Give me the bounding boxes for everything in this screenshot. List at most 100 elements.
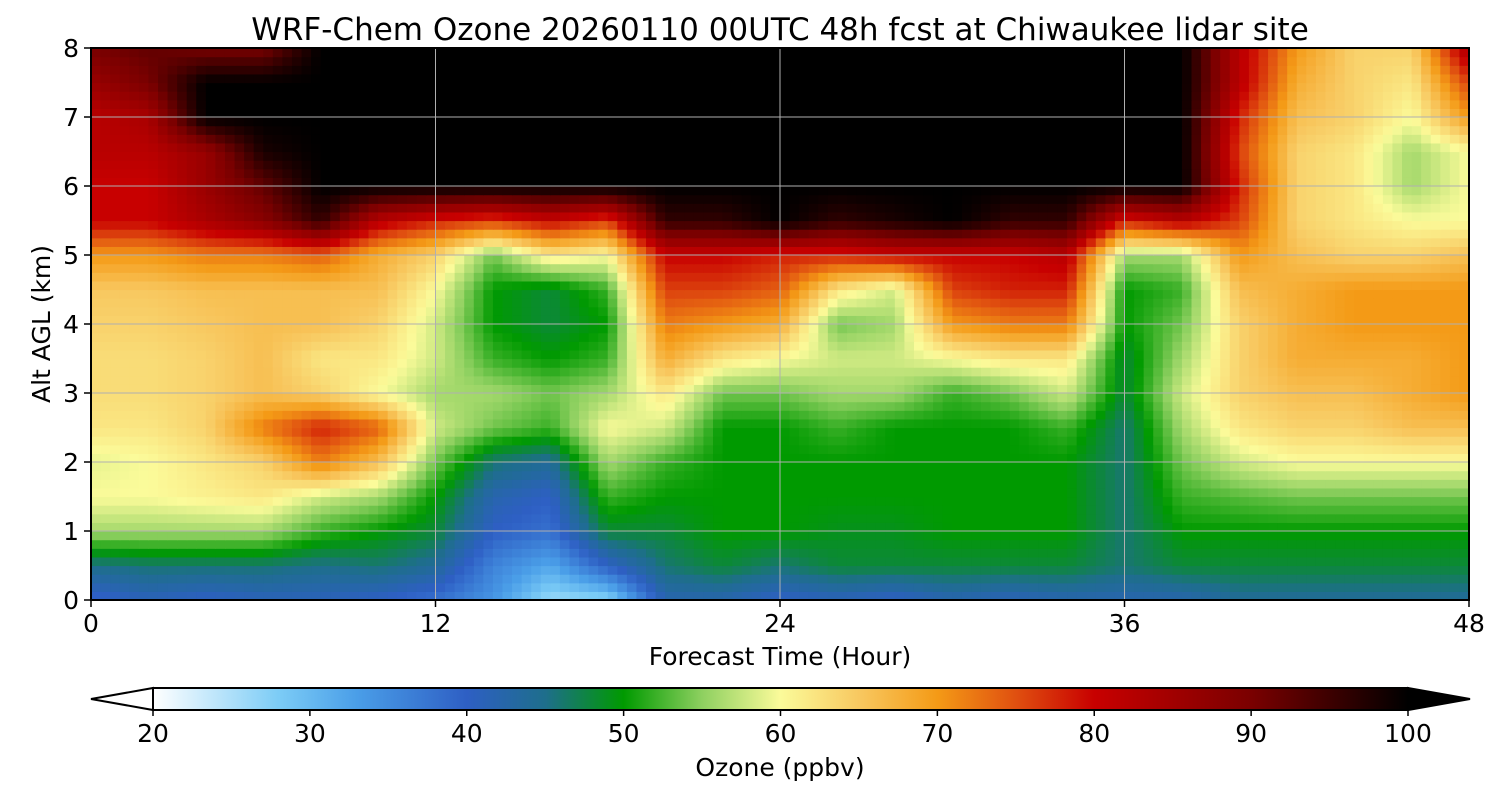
heatmap-cell	[569, 591, 580, 600]
heatmap-cell	[808, 401, 819, 411]
heatmap-cell	[1067, 574, 1078, 584]
heatmap-cell	[1382, 410, 1394, 420]
heatmap-cell	[1325, 375, 1336, 385]
heatmap-cell	[770, 436, 781, 446]
heatmap-cell	[253, 531, 264, 541]
heatmap-cell	[1354, 306, 1365, 316]
heatmap-cell	[1124, 306, 1135, 316]
heatmap-cell	[234, 462, 245, 472]
heatmap-cell	[1153, 315, 1164, 325]
heatmap-cell	[1220, 531, 1231, 541]
heatmap-cell	[1392, 384, 1403, 394]
heatmap-cell	[464, 315, 475, 325]
heatmap-cell	[1124, 531, 1135, 541]
heatmap-cell	[1315, 401, 1327, 411]
heatmap-cell	[330, 401, 341, 411]
heatmap-cell	[732, 298, 743, 308]
heatmap-cell	[693, 479, 705, 489]
heatmap-cell	[923, 436, 934, 446]
heatmap-cell	[1373, 487, 1384, 498]
heatmap-cell	[559, 418, 571, 429]
heatmap-cell	[684, 565, 695, 575]
heatmap-cell	[980, 349, 992, 360]
heatmap-cell	[1402, 513, 1413, 523]
heatmap-cell	[1181, 306, 1193, 316]
heatmap-cell	[1392, 349, 1403, 360]
heatmap-cell	[569, 315, 580, 325]
heatmap-cell	[1354, 418, 1365, 429]
heatmap-cell	[339, 479, 350, 489]
heatmap-cell	[827, 487, 839, 498]
heatmap-cell	[368, 479, 379, 489]
heatmap-cell	[760, 367, 772, 377]
heatmap-cell	[330, 410, 341, 420]
heatmap-cell	[1277, 332, 1288, 342]
heatmap-cell	[1095, 332, 1106, 342]
heatmap-cell	[980, 358, 992, 368]
heatmap-cell	[540, 496, 551, 506]
heatmap-cell	[875, 574, 886, 584]
heatmap-cell	[607, 539, 618, 549]
heatmap-cell	[1421, 341, 1432, 351]
heatmap-cell	[291, 582, 303, 592]
heatmap-cell	[827, 453, 839, 463]
heatmap-cell	[1411, 410, 1422, 420]
heatmap-cell	[138, 565, 150, 575]
heatmap-cell	[100, 513, 111, 523]
heatmap-cell	[1076, 444, 1087, 454]
heatmap-cell	[961, 418, 972, 429]
heatmap-cell	[339, 496, 350, 506]
heatmap-cell	[167, 418, 178, 429]
heatmap-cell	[1038, 548, 1049, 558]
heatmap-cell	[1411, 393, 1422, 403]
heatmap-cell	[387, 487, 398, 498]
heatmap-cell	[923, 574, 934, 584]
heatmap-cell	[1201, 358, 1212, 368]
heatmap-cell	[1172, 393, 1183, 403]
heatmap-cell	[780, 582, 791, 592]
heatmap-cell	[617, 556, 628, 567]
heatmap-cell	[866, 436, 877, 446]
heatmap-cell	[540, 393, 551, 403]
heatmap-cell	[244, 444, 255, 454]
heatmap-cell	[598, 358, 609, 368]
heatmap-cell	[1076, 410, 1087, 420]
heatmap-cell	[512, 556, 523, 567]
heatmap-cell	[569, 453, 580, 463]
heatmap-cell	[751, 315, 762, 325]
heatmap-cell	[387, 427, 398, 437]
heatmap-cell	[1325, 505, 1336, 515]
heatmap-cell	[846, 367, 858, 377]
heatmap-cell	[971, 487, 982, 498]
heatmap-cell	[531, 522, 542, 532]
heatmap-cell	[990, 410, 1001, 420]
heatmap-cell	[1459, 332, 1469, 342]
heatmap-cell	[1124, 505, 1135, 515]
heatmap-cell	[827, 427, 839, 437]
heatmap-cell	[1287, 496, 1298, 506]
heatmap-cell	[157, 393, 169, 403]
heatmap-cell	[483, 565, 494, 575]
heatmap-cell	[378, 341, 389, 351]
heatmap-cell	[464, 306, 475, 316]
heatmap-cell	[502, 367, 513, 377]
heatmap-cell	[1402, 539, 1413, 549]
heatmap-cell	[617, 582, 628, 592]
heatmap-cell	[272, 410, 283, 420]
heatmap-cell	[1354, 358, 1365, 368]
heatmap-cell	[177, 298, 188, 308]
heatmap-cell	[492, 315, 504, 325]
heatmap-cell	[1248, 539, 1260, 549]
heatmap-cell	[215, 479, 226, 489]
heatmap-cell	[330, 384, 341, 394]
heatmap-cell	[1258, 384, 1269, 394]
heatmap-cell	[234, 487, 245, 498]
heatmap-cell	[550, 367, 561, 377]
heatmap-cell	[1057, 522, 1068, 532]
heatmap-cell	[1268, 418, 1279, 429]
heatmap-cell	[492, 513, 504, 523]
heatmap-cell	[445, 418, 456, 429]
heatmap-cell	[1153, 306, 1164, 316]
heatmap-cell	[1191, 332, 1202, 342]
heatmap-cell	[741, 531, 752, 541]
